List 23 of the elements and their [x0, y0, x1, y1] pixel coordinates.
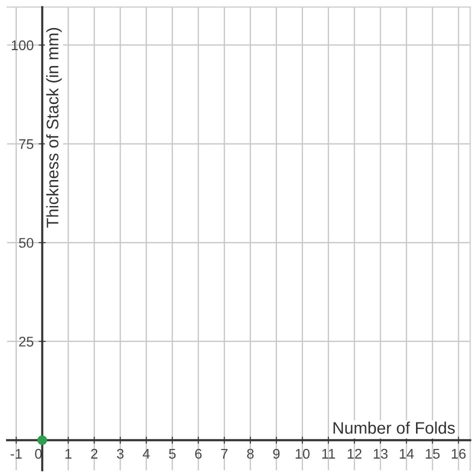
x-tick-label: 11: [322, 449, 335, 459]
y-tick-label: 100: [12, 40, 34, 50]
x-tick-label: 12: [348, 448, 362, 459]
x-tick-label: 1: [65, 449, 72, 459]
x-tick-label: 5: [169, 449, 176, 459]
x-tick-label: 15: [426, 449, 440, 459]
x-tick-label: 13: [374, 448, 388, 459]
x-tick-label: 7: [221, 449, 228, 459]
x-tick-label: 6: [195, 448, 202, 459]
x-tick-label: 8: [247, 448, 254, 459]
x-tick-label: 2: [91, 448, 98, 459]
x-tick-label: -1: [10, 449, 22, 459]
x-tick-label: 10: [296, 448, 310, 459]
x-tick-label: 3: [116, 448, 124, 459]
x-tick-label: 14: [400, 449, 414, 459]
x-tick-label: 4: [142, 449, 150, 459]
y-tick-label: 75: [19, 139, 34, 149]
y-tick-label: 25: [19, 336, 34, 347]
y-axis-title: Thickness of Stack (in mm): [46, 28, 62, 228]
x-tick-label: 16: [452, 448, 466, 459]
y-tick-label: 50: [19, 238, 34, 248]
x-axis-title: Number of Folds: [334, 422, 455, 434]
x-tick-label: 9: [273, 448, 280, 459]
